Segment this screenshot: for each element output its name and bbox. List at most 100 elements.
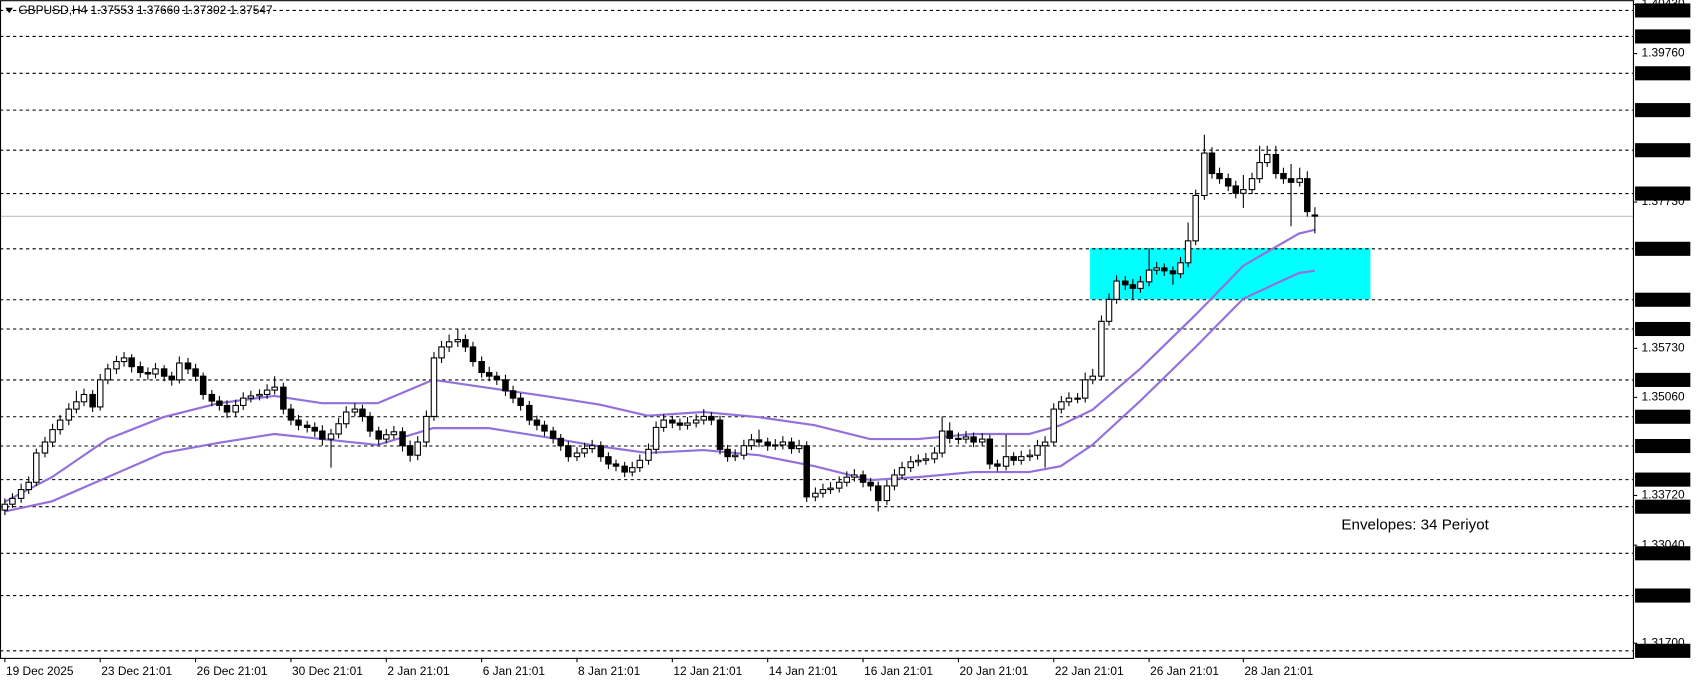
candle-body [287,408,295,421]
level-label-box [1635,546,1691,561]
x-tick-label: 26 Jan 21:01 [1150,664,1219,678]
level-label-box [1635,103,1691,118]
candle-body [232,404,239,413]
candle-body [1017,456,1025,461]
candle-body [1263,153,1271,164]
candle-body [1208,152,1216,175]
candle-body [89,393,96,408]
candle-body [390,431,398,436]
candle-body [17,489,25,499]
candle-body [827,487,834,491]
candle-body [874,485,882,502]
candle-body [478,361,485,374]
candle-body [517,397,524,406]
candle-body [263,389,271,396]
x-tick-label: 16 Jan 21:01 [864,664,933,678]
candle-body [819,489,827,494]
x-tick-label: 22 Jan 21:01 [1055,664,1124,678]
candle-body [628,467,636,473]
candle-body [867,481,874,487]
candle-body [1026,454,1034,458]
x-tick-label: 30 Dec 21:01 [292,664,363,678]
candle-body [56,419,64,431]
candle-body [493,375,501,381]
candle-body [907,461,914,469]
candle-body [565,445,572,458]
candle-body [1065,397,1073,403]
candle-body [1074,397,1081,400]
level-label: 1.37100 [1642,241,1685,255]
level-label-box [1635,66,1691,81]
level-label: 1.36000 [1642,322,1685,336]
candle-body [922,458,930,461]
candle-body [359,408,366,417]
level-label: 1.31600 [1642,643,1685,657]
candle-body [541,424,548,432]
plot-area [0,9,1633,652]
candle-body [120,357,128,363]
candle-body [1137,281,1144,289]
chart-title: GBPUSD,H4 1.37553 1.37660 1.37302 1.3754… [18,3,273,17]
candle-body [588,445,596,450]
candle-body [1010,456,1017,461]
candle-body [1105,298,1113,322]
y-tick-label: 1.39760 [1642,46,1685,60]
candle-body [812,492,819,498]
candle-body [779,441,787,446]
candle-body [731,454,739,458]
candle-body [375,430,382,440]
y-tick-label: 1.35060 [1642,390,1685,404]
candle-body [383,434,390,440]
candle-body [581,448,588,454]
x-tick-label: 6 Jan 21:01 [483,664,546,678]
candle-body [1,503,9,511]
candle-body [351,408,359,413]
level-label-box [1635,372,1691,387]
collapse-icon[interactable] [5,7,14,14]
level-label-box [1635,3,1691,18]
candle-body [73,401,80,410]
candle-body [406,445,414,456]
candle-body [176,362,183,381]
level-label-box [1635,143,1691,158]
x-tick-label: 8 Jan 21:01 [578,664,641,678]
candle-body [636,459,644,469]
y-tick-label: 1.31700 [1642,635,1685,649]
candle-body [271,386,278,391]
candle-body [335,423,342,435]
candle-body [676,422,684,426]
candle-body [192,368,199,377]
candle-body [1153,267,1160,271]
candle-body [311,426,319,432]
level-label: 1.37850 [1642,186,1685,200]
candle-body [1098,320,1105,377]
candle-body [708,415,715,421]
candle-body [96,379,104,408]
level-label-box [1635,472,1691,487]
candle-body [430,357,438,417]
candle-body [1145,269,1153,283]
candle-body [502,379,509,392]
level-label: 1.40350 [1642,3,1685,17]
level-label-box [1635,321,1691,337]
candle-body [240,397,247,406]
candle-body [25,481,32,491]
candle-body [955,437,962,440]
candle-body [9,497,16,505]
candle-body [65,408,73,421]
candle-body [1050,408,1057,443]
candle-body [803,445,810,498]
candle-body [851,474,858,478]
candle-body [80,393,88,403]
candle-body [485,371,493,377]
y-tick-label: 1.33720 [1642,488,1685,502]
candle-body [748,439,755,447]
candle-body [669,419,676,424]
y-tick-label: 1.35730 [1642,341,1685,355]
candle-body [526,404,533,421]
candle-body [438,346,445,359]
candle-body [938,430,946,454]
candle-body [216,400,223,406]
